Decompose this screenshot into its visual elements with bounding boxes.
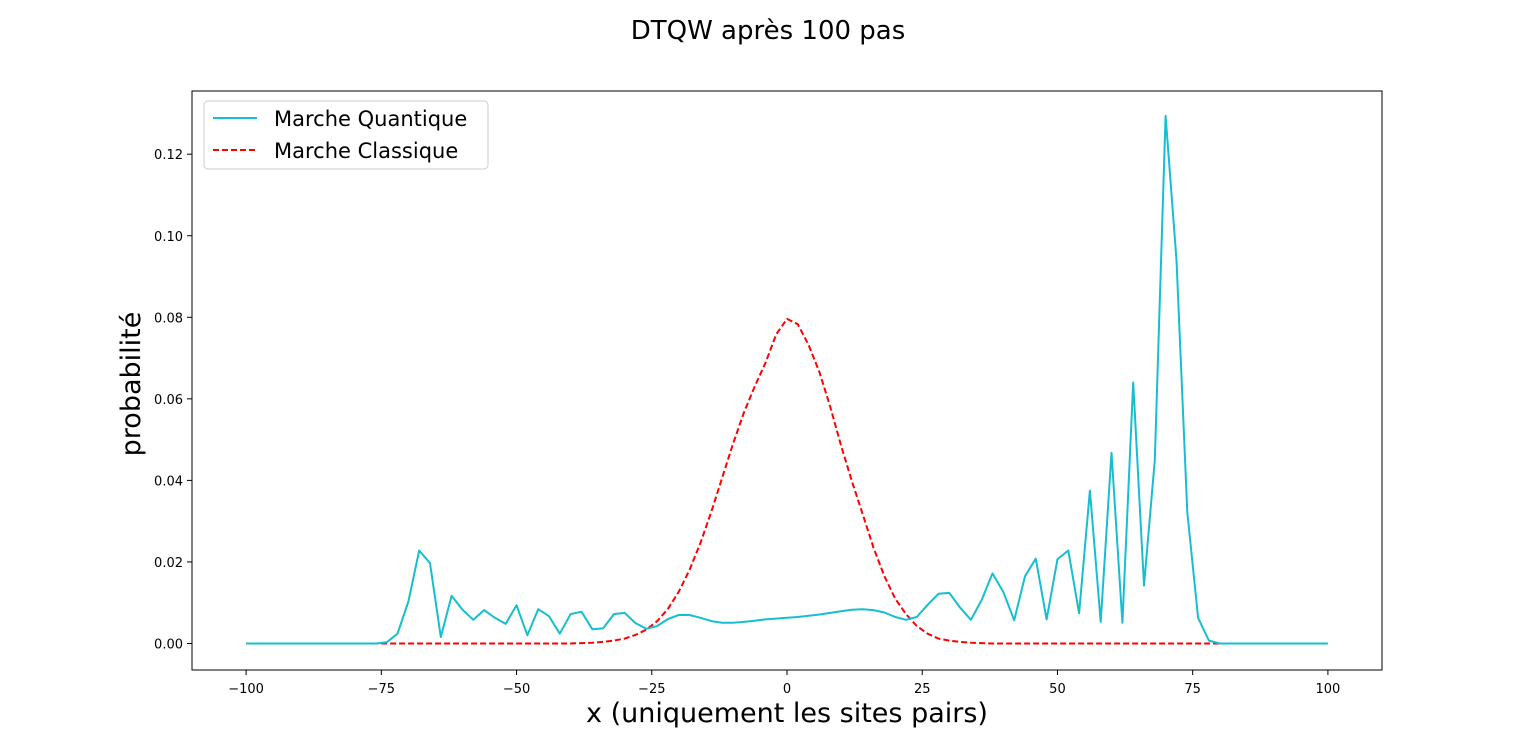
x-tick-label: −50 <box>503 682 530 697</box>
x-tick-label: −75 <box>368 682 395 697</box>
y-axis-label: probabilité <box>116 312 147 457</box>
legend: Marche Quantique Marche Classique <box>203 100 489 170</box>
x-tick-label: −100 <box>228 682 264 697</box>
series-line-quantum <box>246 114 1328 645</box>
x-tick-label: 50 <box>1049 682 1066 697</box>
y-tick-label: 0.04 <box>154 474 183 489</box>
x-tick-label: −25 <box>638 682 665 697</box>
x-tick-label: 25 <box>914 682 931 697</box>
y-tick-label: 0.00 <box>154 637 183 652</box>
y-tick-label: 0.08 <box>154 311 183 326</box>
x-tick-label: 75 <box>1184 682 1201 697</box>
x-tick-label: 100 <box>1315 682 1340 697</box>
y-axis: 0.00 0.02 0.04 0.06 0.08 0.10 0.12 <box>154 148 192 652</box>
x-axis-label: x (uniquement les sites pairs) <box>586 698 988 729</box>
y-tick-label: 0.12 <box>154 148 183 163</box>
y-tick-label: 0.02 <box>154 556 183 571</box>
chart-title: DTQW après 100 pas <box>631 16 906 46</box>
series-layer <box>246 114 1328 645</box>
x-axis: −100 −75 −50 −25 0 25 50 75 100 <box>228 670 1340 697</box>
legend-label-quantum: Marche Quantique <box>274 107 467 131</box>
x-tick-label: 0 <box>783 682 791 697</box>
plot-frame <box>191 90 1383 671</box>
legend-label-classical: Marche Classique <box>274 139 458 163</box>
y-tick-label: 0.06 <box>154 393 183 408</box>
y-tick-label: 0.10 <box>154 230 183 245</box>
legend-box <box>203 100 489 170</box>
series-line-classical <box>246 317 1328 645</box>
